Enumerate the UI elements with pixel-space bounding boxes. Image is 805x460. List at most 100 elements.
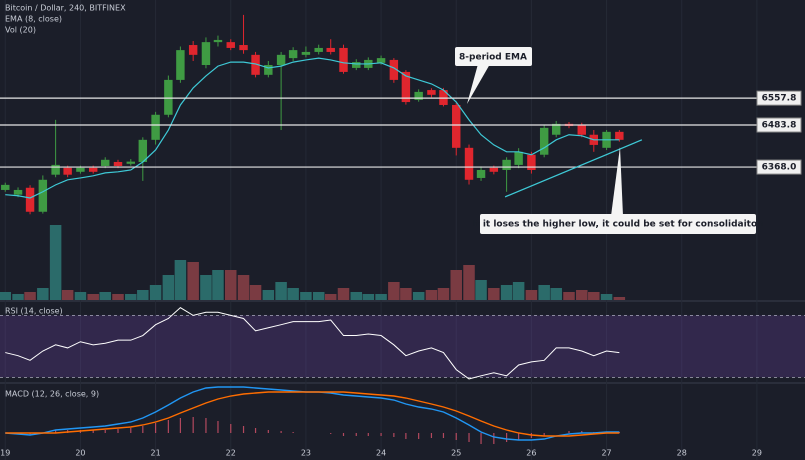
macd-histogram <box>29 433 31 435</box>
volume-bar <box>275 282 287 300</box>
volume-bar <box>262 290 275 300</box>
x-tick-label: 24 <box>376 449 386 458</box>
x-tick-label: 20 <box>75 449 85 458</box>
macd-histogram <box>442 433 445 438</box>
volume-bar <box>400 288 412 300</box>
x-tick-label: 25 <box>451 449 461 458</box>
macd-histogram <box>192 417 194 433</box>
volume-bar <box>312 292 325 300</box>
macd-histogram <box>342 433 345 436</box>
level-label: 6483.8 <box>762 121 797 131</box>
volume-bar <box>463 265 475 300</box>
volume-bar <box>512 282 525 300</box>
callout-pointer <box>611 147 623 216</box>
x-tick-label: 28 <box>677 449 687 458</box>
volume-bar <box>37 288 49 300</box>
callout-text: 8-period EMA <box>459 53 527 63</box>
macd-histogram <box>355 433 357 436</box>
macd-histogram <box>55 430 57 433</box>
x-tick-label: 22 <box>226 449 236 458</box>
indicator-label: EMA (8, close) <box>5 15 62 24</box>
candle-body <box>164 79 173 115</box>
volume-bar <box>112 294 124 300</box>
candle-body <box>401 71 411 103</box>
volume-bar <box>87 294 99 300</box>
volume-bar <box>350 292 363 300</box>
macd-histogram <box>254 428 257 433</box>
rsi-line <box>5 307 620 380</box>
volume-bar <box>187 262 199 300</box>
callout-box <box>455 47 532 66</box>
candle-body <box>339 47 348 72</box>
volume-bar <box>237 275 250 300</box>
volume-bar <box>249 285 262 300</box>
candle-body <box>226 42 235 48</box>
candle-body <box>176 50 185 80</box>
macd-histogram <box>468 433 470 442</box>
volume-bar <box>600 294 613 300</box>
candle-body <box>577 124 586 135</box>
candle-body <box>138 139 148 162</box>
candle-body <box>301 51 311 55</box>
macd-histogram <box>280 431 282 433</box>
macd-histogram <box>330 433 332 434</box>
macd-histogram <box>117 429 119 433</box>
candle-body <box>276 54 286 66</box>
macd-histogram <box>130 428 132 433</box>
candle-body <box>264 65 273 75</box>
volume-bar <box>337 288 350 300</box>
volume-bar <box>450 270 462 300</box>
volume-bar <box>125 294 137 300</box>
macd-histogram <box>480 433 482 444</box>
x-tick-label: 19 <box>0 449 10 458</box>
volume-bar <box>24 292 36 300</box>
candle-body <box>414 91 423 100</box>
candle-body <box>439 90 448 105</box>
level-box <box>756 117 802 133</box>
volume-bar <box>588 292 600 300</box>
macd-histogram <box>568 431 570 433</box>
macd-histogram <box>167 420 169 433</box>
macd-histogram <box>455 433 457 440</box>
volume-bar <box>174 260 187 300</box>
macd-histogram <box>104 430 106 433</box>
volume-bar <box>300 292 312 300</box>
volume-bar <box>375 294 387 300</box>
volume-bar <box>576 290 588 300</box>
candle-body <box>427 90 436 95</box>
macd-histogram <box>142 426 144 433</box>
volume-bar <box>488 288 500 300</box>
candle-body <box>1 184 10 190</box>
macd-histogram <box>506 433 508 442</box>
candle-body <box>76 167 85 172</box>
level-label: 6368.0 <box>762 163 797 173</box>
macd-histogram <box>380 433 382 436</box>
candle-body <box>101 159 110 166</box>
volume-bar <box>324 294 337 300</box>
indicator-label: RSI (14, close) <box>5 307 63 316</box>
volume-bar <box>500 285 513 300</box>
indicator-label: Vol (20) <box>5 26 36 35</box>
candle-body <box>88 167 98 172</box>
level-box <box>756 90 802 106</box>
candle-body <box>352 62 361 68</box>
macd-histogram <box>292 432 294 433</box>
macd-line <box>5 391 620 437</box>
candle-body <box>489 167 499 172</box>
volume-bar <box>49 225 62 300</box>
volume-bar <box>437 288 450 300</box>
volume-bar <box>362 294 375 300</box>
x-tick-label: 27 <box>601 449 611 458</box>
candle-body <box>213 39 223 43</box>
macd-histogram <box>493 433 495 444</box>
callout-text: If it loses the higher low, it could be … <box>472 220 763 230</box>
macd-histogram <box>205 418 207 433</box>
macd-histogram <box>393 433 395 437</box>
candle-body <box>539 127 549 155</box>
candle-body <box>201 42 211 66</box>
volume-bar <box>0 292 12 300</box>
candle-body <box>376 58 386 63</box>
volume-bar <box>287 288 299 300</box>
candle-body <box>326 47 335 52</box>
volume-bar <box>225 270 237 300</box>
